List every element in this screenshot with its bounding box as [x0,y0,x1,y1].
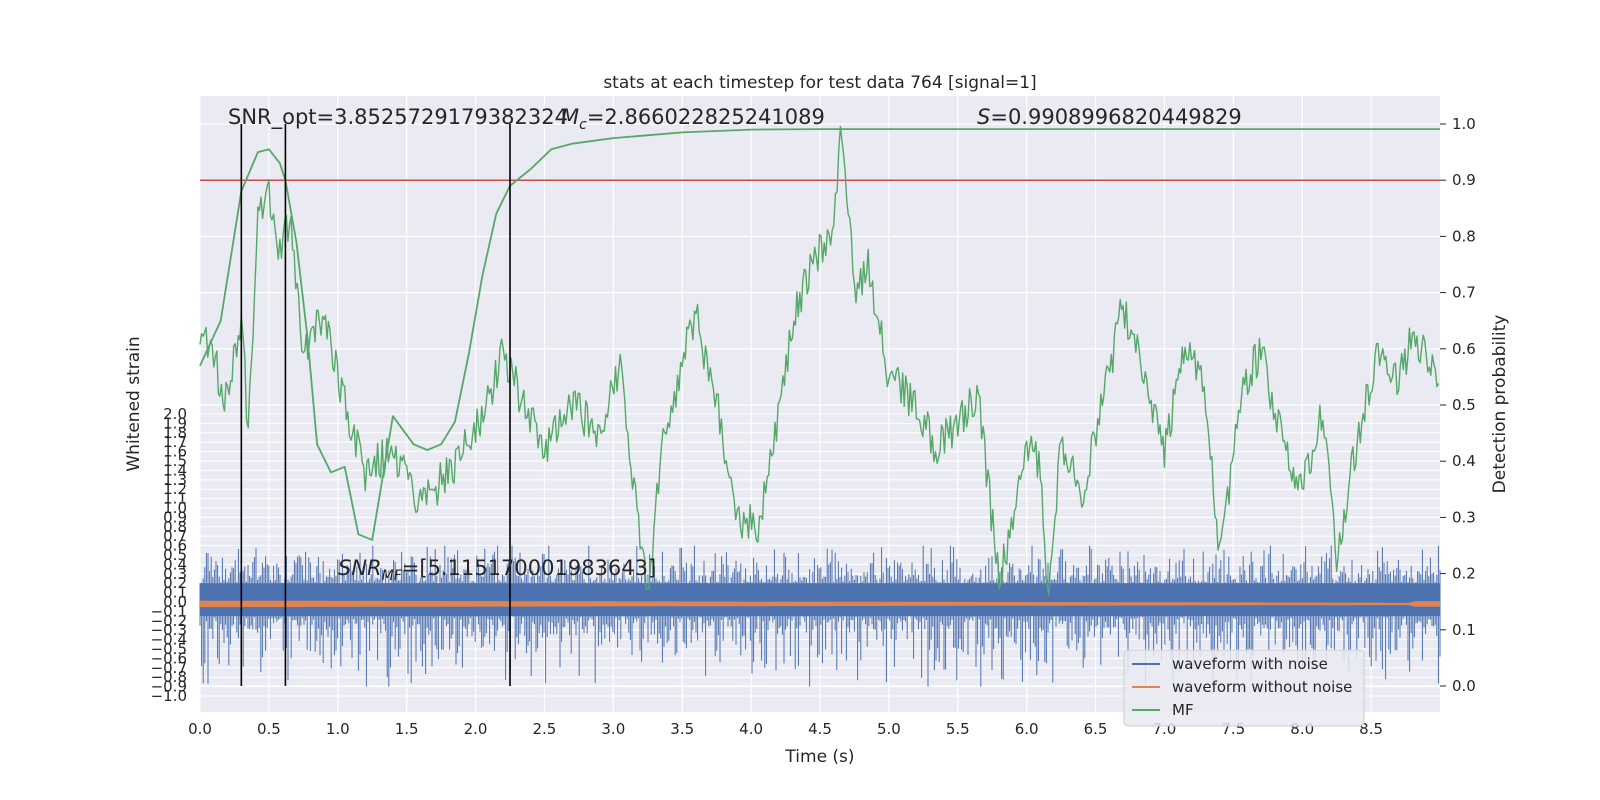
x-tick-label-1: 0.5 [257,720,281,738]
right-tick-label-6: 0.6 [1452,340,1476,358]
mf-smooth-line [199,128,1440,541]
right-tick-label-1: 0.1 [1452,621,1476,639]
x-tick-labels: 0.0 0.5 1.0 1.5 2.0 2.5 3.0 3.5 4.0 4.5 5.0 5.5 6.0 6… [188,720,1383,738]
mc-subscript: c [579,117,587,133]
x-tick-label-11: 5.5 [946,720,970,738]
legend-label-mf: MF [1172,701,1194,719]
x-tick-label-10: 5.0 [877,720,901,738]
x-tick-label-17: 8.5 [1359,720,1383,738]
left-tick-label-18: 0.8 [163,518,187,536]
right-tick-label-2: 0.2 [1452,565,1476,583]
x-tick-label-8: 4.0 [739,720,763,738]
left-tick-label-16: 0.6 [163,537,187,555]
left-tick-label-20: 1.0 [163,499,187,517]
x-tick-label-5: 2.5 [533,720,557,738]
x-tick-label-9: 4.5 [808,720,832,738]
right-tick-label-7: 0.7 [1452,284,1476,302]
x-tick-label-2: 1.0 [326,720,350,738]
right-tick-label-5: 0.5 [1452,396,1476,414]
x-tick-label-12: 6.0 [1015,720,1039,738]
left-tick-label-17: 0.7 [163,527,187,545]
left-tick-label-26: 1.6 [163,443,187,461]
left-tick-label-9: −0.1 [151,602,187,620]
left-tick-label-3: −0.7 [151,659,187,677]
left-tick-labels: −1.0−0.9−0.8−0.7−0.6−0.5−0.4−0.3−0.2−0.1… [151,405,187,705]
snr-mf-value: =[5.115170001983643] [402,556,656,580]
left-tick-label-14: 0.4 [163,555,187,573]
chart-title: stats at each timestep for test data 764… [603,73,1036,93]
left-tick-label-8: −0.2 [151,612,187,630]
left-tick-label-1: −0.9 [151,678,187,696]
x-tick-label-3: 1.5 [395,720,419,738]
left-tick-label-21: 1.1 [163,490,187,508]
mf-noisy-line [199,125,1440,596]
x-tick-label-7: 3.5 [670,720,694,738]
left-tick-label-19: 0.9 [163,508,187,526]
left-tick-label-0: −1.0 [151,687,187,705]
right-tick-label-9: 0.9 [1452,171,1476,189]
x-tick-label-13: 6.5 [1084,720,1108,738]
mc-symbol: M [561,105,579,129]
left-tick-label-24: 1.4 [163,461,187,479]
right-tick-label-3: 0.3 [1452,508,1476,526]
series-mf [199,125,1440,596]
left-tick-label-30: 2.0 [163,405,187,423]
s-symbol: S [977,105,990,129]
mc-annotation: Mc=2.866022825241089 [561,105,825,133]
left-tick-label-4: −0.6 [151,649,187,667]
legend: waveform with noise waveform without noi… [1123,649,1365,727]
left-tick-label-28: 1.8 [163,424,187,442]
left-tick-label-5: −0.5 [151,640,187,658]
left-tick-label-22: 1.2 [163,480,187,498]
left-tick-label-6: −0.4 [151,631,187,649]
legend-label-waveform-with-noise: waveform with noise [1172,655,1328,673]
snr-mf-subscript: MF [382,568,403,584]
left-tick-label-13: 0.3 [163,565,187,583]
left-tick-label-10: 0.0 [163,593,187,611]
right-tick-labels: 0.0 0.1 0.2 0.3 0.4 0.5 0.6 0.7 0.8 0.9 1.0 [1440,115,1476,695]
left-tick-label-2: −0.8 [151,668,187,686]
left-tick-label-11: 0.1 [163,584,187,602]
x-tick-label-0: 0.0 [188,720,212,738]
snr-opt-annotation: SNR_opt=3.8525729179382324 [228,105,568,130]
left-tick-label-25: 1.5 [163,452,187,470]
left-tick-label-23: 1.3 [163,471,187,489]
snr-mf-annotation: SNRMF=[5.115170001983643] [338,556,656,584]
x-tick-label-6: 3.0 [601,720,625,738]
mc-value: =2.866022825241089 [587,105,825,129]
right-axis-label: Detection probability [1490,315,1510,494]
vertical-markers [240,124,511,686]
left-tick-label-12: 0.2 [163,574,187,592]
snr-mf-symbol: SNR [338,556,382,580]
right-tick-label-0: 0.0 [1452,677,1476,695]
legend-box [1123,649,1365,727]
x-axis-label: Time (s) [784,747,854,767]
left-tick-label-15: 0.5 [163,546,187,564]
s-annotation: S=0.9908996820449829 [977,105,1242,129]
series-waveform-with-noise [199,545,1441,687]
right-tick-label-10: 1.0 [1452,115,1476,133]
right-tick-label-4: 0.4 [1452,452,1476,470]
s-value: =0.9908996820449829 [990,105,1241,129]
legend-label-waveform-without-noise: waveform without noise [1172,678,1352,696]
x-tick-label-4: 2.0 [464,720,488,738]
left-axis-label: Whitened strain [124,336,144,471]
left-tick-label-7: −0.3 [151,621,187,639]
left-tick-label-29: 1.9 [163,414,187,432]
left-tick-label-27: 1.7 [163,433,187,451]
right-tick-label-8: 0.8 [1452,227,1476,245]
